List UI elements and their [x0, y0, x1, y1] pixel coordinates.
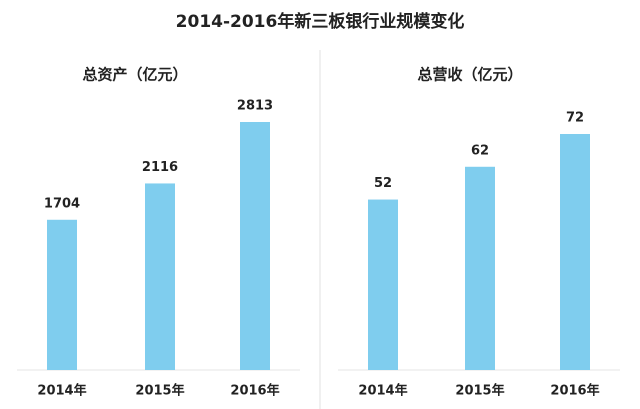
bar — [560, 134, 590, 370]
data-label: 1704 — [44, 196, 80, 211]
data-label: 2813 — [237, 99, 273, 114]
x-tick-label: 2014年 — [358, 383, 407, 399]
x-tick-label: 2016年 — [550, 383, 599, 399]
bar — [368, 199, 398, 370]
data-label: 52 — [374, 176, 392, 191]
bar — [47, 219, 77, 370]
bar — [240, 122, 270, 370]
data-label: 62 — [471, 143, 489, 158]
data-label: 72 — [566, 111, 584, 126]
x-tick-label: 2015年 — [135, 383, 184, 399]
chart-title: 总资产（亿元） — [82, 66, 187, 84]
bar — [465, 166, 495, 370]
bar — [145, 183, 175, 370]
x-tick-label: 2016年 — [230, 383, 279, 399]
data-label: 2116 — [142, 160, 178, 175]
chart-title: 总营收（亿元） — [417, 66, 522, 84]
x-tick-label: 2015年 — [455, 383, 504, 399]
page-title: 2014-2016年新三板银行业规模变化 — [176, 11, 465, 32]
x-tick-label: 2014年 — [37, 383, 86, 399]
